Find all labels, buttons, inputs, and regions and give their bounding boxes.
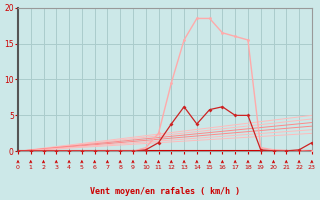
X-axis label: Vent moyen/en rafales ( km/h ): Vent moyen/en rafales ( km/h ) <box>90 187 240 196</box>
